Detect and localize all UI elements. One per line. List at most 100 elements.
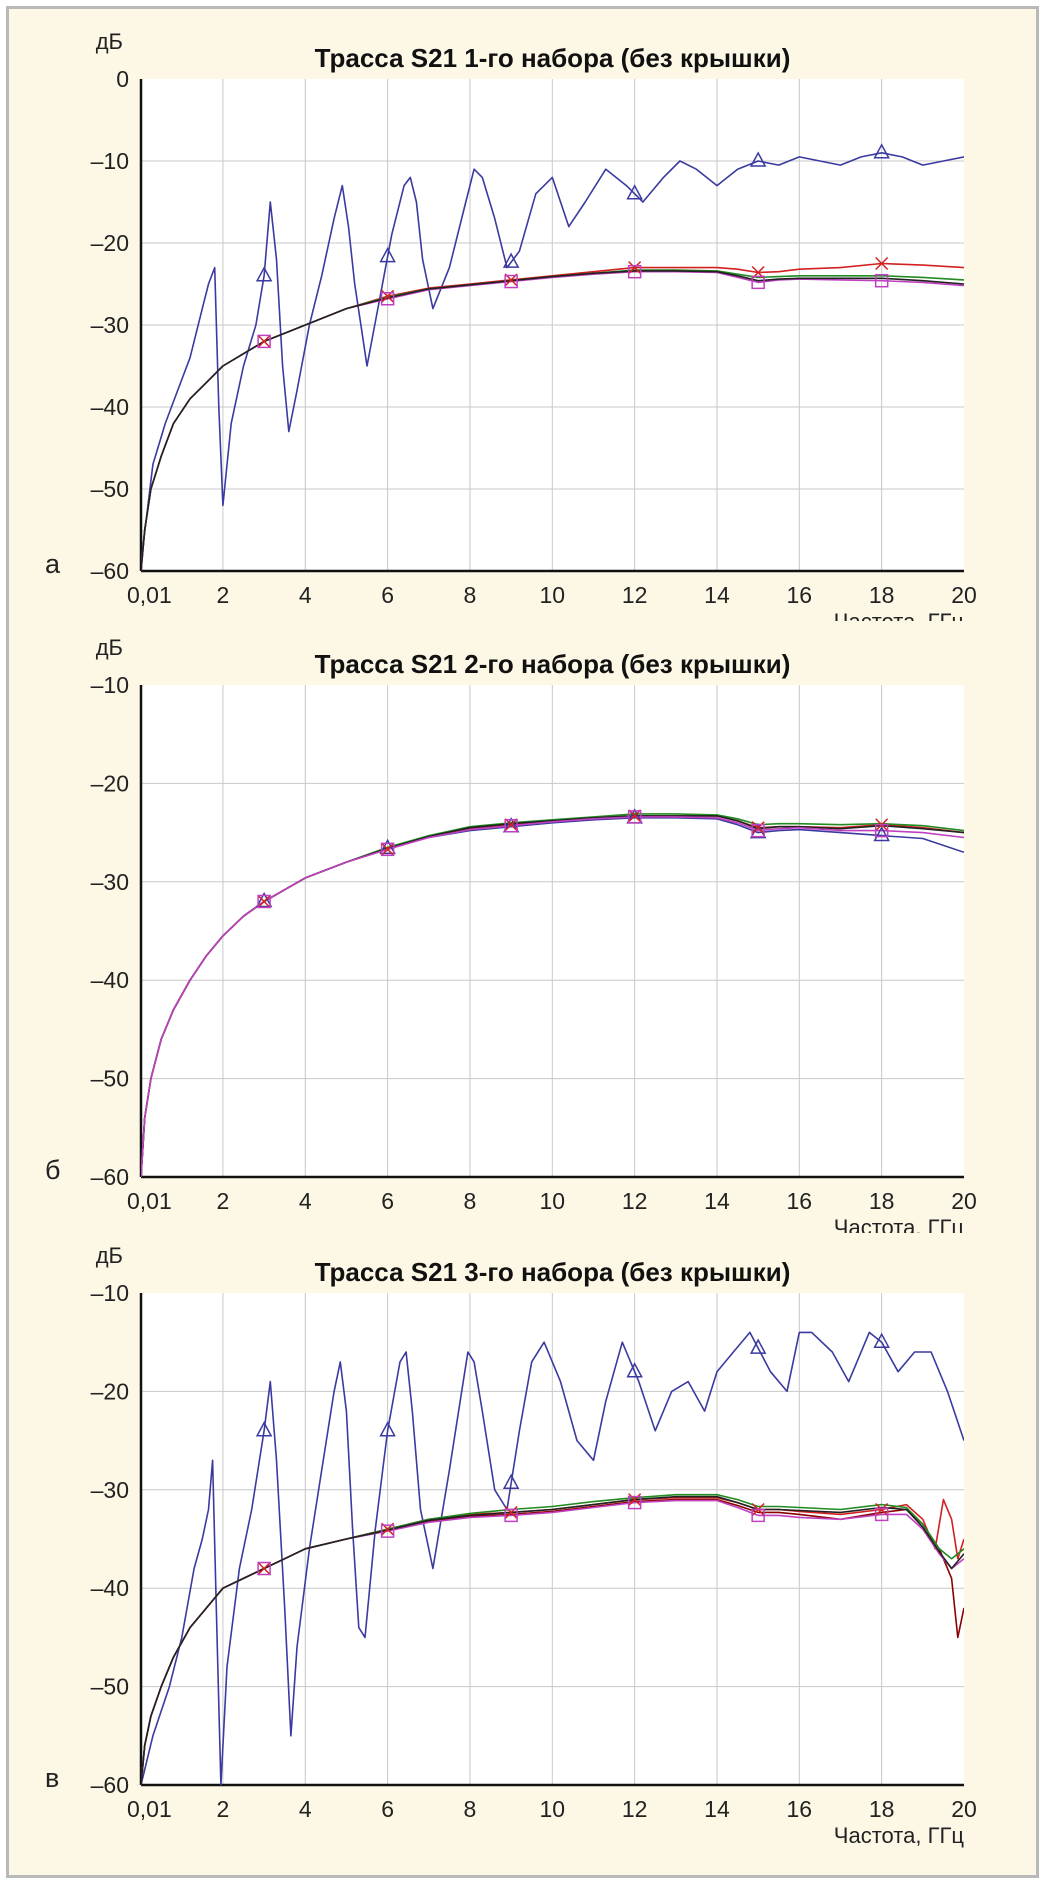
y-axis-label: дБ [96,1243,123,1268]
marker-x [257,1561,271,1576]
series-line-blue [141,1331,964,1786]
marker-square [504,274,518,289]
x-tick-label: 0,01 [127,1796,172,1822]
panel-letter: б [45,1155,60,1185]
y-tick-label: –40 [91,1575,129,1601]
series-group [141,813,964,1178]
x-tick-label: 16 [787,582,813,608]
marker-x [257,894,271,909]
x-tick-label: 0,01 [127,582,172,608]
x-tick-label: 14 [704,1796,730,1822]
x-tick-label: 4 [299,1188,312,1214]
marker-square [380,292,395,306]
y-tick-label: –50 [91,1066,129,1092]
marker-triangle [873,143,890,159]
y-tick-label: –50 [91,1674,129,1700]
x-tick-label: 16 [787,1796,813,1822]
x-tick-label: 6 [381,1796,394,1822]
x-tick-label: 8 [464,582,477,608]
marker-triangle [255,891,273,908]
marker-x [381,842,395,856]
marker-triangle [873,825,890,842]
x-tick-label: 12 [622,582,648,608]
x-tick-label: 16 [787,1188,813,1214]
x-tick-label: 18 [869,1796,895,1822]
marker-x [875,1502,889,1517]
chart-c: –10 –20 –30 –40 –50 –600,01 2 4 6 8 10 12 14 16 18 20 Тр… [45,1243,977,1848]
marker-x [751,821,765,835]
chart-b: –10 –20 –30 –40 –50 –600,01 2 4 6 8 10 12 14 16 18 20 Тр… [45,635,977,1233]
chart-a: 0 –10 –20 –30 –40 –50 –600,01 2 4 6 8 10 12 14 16 18 20 Т… [45,29,977,621]
marker-x [628,1493,642,1507]
series-line-blue [141,152,964,563]
marker-square [751,275,765,290]
marker-triangle [255,266,273,282]
x-tick-label: 6 [381,582,394,608]
x-tick-label: 2 [217,1188,230,1214]
x-axis-label: Частота, ГГц [834,609,965,621]
marker-triangle [502,252,520,268]
y-tick-label: –60 [91,1772,129,1798]
y-tick-label: –40 [91,967,129,993]
marker-square [751,1508,765,1523]
marker-x [257,334,271,348]
x-tick-label: 18 [869,1188,895,1214]
y-axis-label: дБ [96,29,123,54]
y-tick-label: –10 [91,1280,129,1306]
marker-square [627,810,642,824]
y-tick-label: –20 [91,230,129,256]
marker-square [874,273,889,288]
y-tick-label: –60 [91,1164,129,1190]
marker-square [874,1507,889,1522]
chart-title: Трасса S21 3-го набора (без крышки) [315,1257,791,1287]
marker-square [874,823,889,838]
series-line-magenta [141,816,964,1178]
marker-square [380,842,395,857]
x-tick-label: 10 [539,1796,565,1822]
marker-square [627,264,642,279]
y-tick-label: –30 [91,1477,129,1503]
y-tick-label: –10 [91,148,129,174]
marker-square [504,1508,518,1523]
marker-square [257,894,271,909]
marker-triangle [379,1421,396,1437]
marker-triangle [626,1362,643,1378]
marker-triangle [626,184,643,200]
x-axis-label: Частота, ГГц [834,1823,965,1848]
y-tick-label: –30 [91,312,129,338]
marker-triangle [255,1421,273,1437]
y-tick-label: –30 [91,869,129,895]
y-tick-label: –10 [91,672,129,698]
marker-x [504,1505,518,1519]
marker-x [875,256,889,271]
x-tick-label: 20 [951,582,977,608]
y-tick-label: –50 [91,476,129,502]
marker-triangle [873,1332,890,1348]
marker-x [628,261,642,275]
y-axis-label: дБ [96,635,123,660]
y-tick-label: –20 [91,770,129,796]
x-tick-label: 18 [869,582,895,608]
y-tick-label: 0 [116,66,129,92]
x-tick-label: 12 [622,1188,648,1214]
marker-square [257,334,271,349]
x-tick-label: 2 [217,1796,230,1822]
x-tick-label: 4 [299,582,312,608]
x-tick-label: 12 [622,1796,648,1822]
x-tick-label: 0,01 [127,1188,172,1214]
x-tick-label: 10 [539,1188,565,1214]
marker-square [380,1524,395,1538]
y-tick-label: –40 [91,394,129,420]
x-tick-label: 2 [217,582,230,608]
marker-square [751,823,765,838]
x-tick-label: 4 [299,1796,312,1822]
x-axis-label: Частота, ГГц [834,1215,965,1233]
series-group [141,152,964,572]
series-line-black [141,270,964,572]
chart-title: Трасса S21 2-го набора (без крышки) [315,649,791,679]
x-tick-label: 6 [381,1188,394,1214]
marker-triangle [749,151,767,167]
y-tick-label: –60 [91,558,129,584]
marker-square [627,1495,642,1510]
figure-panel: 0 –10 –20 –30 –40 –50 –60 0,01 2 4 6 8 10 12 14 16 18 20 Т… [6,6,1039,1878]
